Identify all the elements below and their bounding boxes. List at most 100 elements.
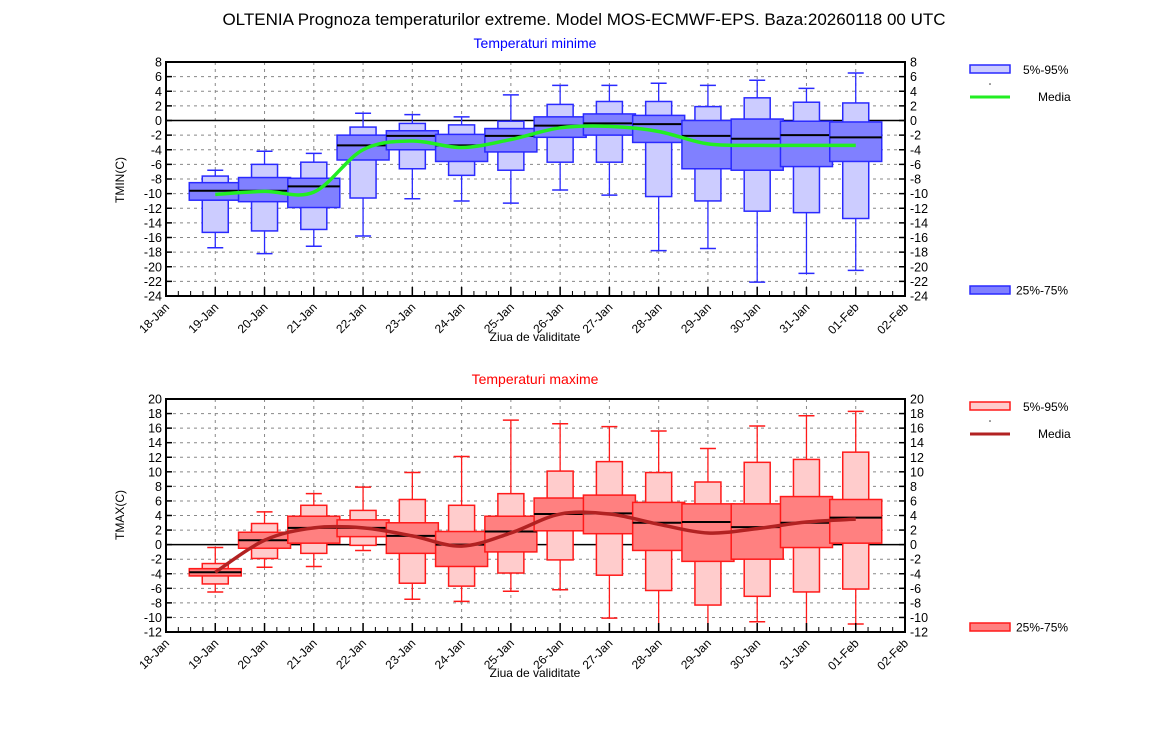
y-tick-label-left: 0 xyxy=(155,114,162,128)
x-tick-label: 02-Feb xyxy=(874,300,911,337)
y-tick-label-left: 12 xyxy=(148,451,162,465)
y-tick-label-right: 6 xyxy=(910,494,917,508)
legend-label-inner: 25%-75% xyxy=(1016,284,1068,298)
box-27-Jan xyxy=(582,425,637,619)
legend-label-outer: 5%-95% xyxy=(1023,400,1069,414)
y-tick-label-right: 8 xyxy=(910,480,917,494)
x-tick-label: 24-Jan xyxy=(432,636,468,672)
y-tick-label-right: -2 xyxy=(910,129,921,143)
y-tick-label-left: 14 xyxy=(148,436,162,450)
x-tick-label: 19-Jan xyxy=(185,300,221,336)
y-tick-label-right: -6 xyxy=(910,158,921,172)
box-22-Jan xyxy=(336,112,390,237)
y-tick-label-left: 8 xyxy=(155,480,162,494)
y-tick-label-right: 4 xyxy=(910,85,917,99)
y-tick-label-right: -18 xyxy=(910,246,928,260)
y-tick-label-right: -10 xyxy=(910,187,928,201)
x-tick-label: 31-Jan xyxy=(777,636,813,672)
box-27-Jan xyxy=(582,84,637,196)
box-25-Jan xyxy=(484,94,538,204)
legend-label-inner: 25%-75% xyxy=(1016,621,1068,635)
box-23-Jan xyxy=(385,113,440,200)
panel-title: Temperaturi maxime xyxy=(472,371,599,387)
y-tick-label-right: 16 xyxy=(910,422,924,436)
box-23-Jan xyxy=(385,471,440,600)
legend-swatch-outer xyxy=(969,401,1011,411)
y-tick-label-left: -6 xyxy=(151,582,162,596)
x-tick-label: 18-Jan xyxy=(136,636,172,672)
x-tick-label: 30-Jan xyxy=(727,636,763,672)
legend-label-mean: Media xyxy=(1038,90,1071,104)
y-tick-label-left: 18 xyxy=(148,407,162,421)
box-26-Jan xyxy=(533,423,587,591)
y-tick-label-left: 0 xyxy=(155,538,162,552)
x-tick-label: 23-Jan xyxy=(383,636,419,672)
box-25-Jan xyxy=(484,419,538,592)
y-tick-label-left: -4 xyxy=(151,143,162,157)
y-tick-label-right: 20 xyxy=(910,393,924,407)
y-tick-label-left: 8 xyxy=(155,56,162,70)
x-tick-label: 02-Feb xyxy=(874,636,911,673)
x-tick-label: 01-Feb xyxy=(825,636,862,673)
y-tick-label-right: 0 xyxy=(910,114,917,128)
box-31-Jan xyxy=(779,87,834,275)
y-tick-label-left: -14 xyxy=(144,216,162,230)
x-tick-label: 27-Jan xyxy=(580,636,616,672)
box-21-Jan xyxy=(287,152,341,248)
legend: 5%-95% Media 25%-75% xyxy=(969,400,1071,635)
y-tick-label-right: -12 xyxy=(910,626,928,640)
box-22-Jan xyxy=(336,486,390,552)
x-tick-label: 20-Jan xyxy=(235,636,271,672)
y-tick-label-left: 10 xyxy=(148,465,162,479)
legend-swatch-inner xyxy=(969,285,1011,295)
y-tick-label-right: -4 xyxy=(910,567,921,581)
y-tick-label-left: 20 xyxy=(148,393,162,407)
box-20-Jan xyxy=(237,150,292,255)
y-tick-label-left: -10 xyxy=(144,611,162,625)
y-tick-label-right: -10 xyxy=(910,611,928,625)
y-tick-label-left: 2 xyxy=(155,99,162,113)
y-tick-label-left: 4 xyxy=(155,85,162,99)
x-tick-label: 27-Jan xyxy=(580,300,616,336)
panel-title: Temperaturi minime xyxy=(474,35,597,51)
y-axis-label: TMAX(C) xyxy=(113,490,127,540)
box-19-Jan xyxy=(188,169,243,249)
legend-swatch-outer xyxy=(969,64,1011,74)
x-tick-label: 20-Jan xyxy=(235,300,271,336)
y-tick-label-left: -2 xyxy=(151,553,162,567)
y-tick-label-right: 8 xyxy=(910,56,917,70)
y-tick-label-left: -2 xyxy=(151,129,162,143)
box-29-Jan xyxy=(681,447,735,632)
box-01-Feb xyxy=(828,72,883,272)
y-tick-label-right: 6 xyxy=(910,70,917,84)
y-tick-label-left: -22 xyxy=(144,275,162,289)
y-tick-label-left: -6 xyxy=(151,158,162,172)
x-tick-label: 29-Jan xyxy=(678,300,714,336)
y-tick-label-right: 2 xyxy=(910,524,917,538)
y-tick-label-right: 4 xyxy=(910,509,917,523)
figure-title: OLTENIA Prognoza temperaturilor extreme.… xyxy=(222,10,945,29)
y-tick-label-right: 14 xyxy=(910,436,924,450)
x-tick-label: 21-Jan xyxy=(284,300,320,336)
y-tick-label-left: -12 xyxy=(144,626,162,640)
x-tick-label: 21-Jan xyxy=(284,636,320,672)
y-tick-label-left: -20 xyxy=(144,260,162,274)
legend-dot xyxy=(989,83,991,85)
box-24-Jan xyxy=(434,116,489,202)
y-tick-label-right: -24 xyxy=(910,290,928,304)
box-p25-p75 xyxy=(336,134,390,161)
y-tick-label-right: -8 xyxy=(910,173,921,187)
legend: 5%-95% Media 25%-75% xyxy=(969,63,1071,298)
x-tick-label: 24-Jan xyxy=(432,300,468,336)
y-tick-label-left: -4 xyxy=(151,567,162,581)
legend-swatch-inner xyxy=(969,622,1011,632)
box-29-Jan xyxy=(681,84,735,250)
x-axis-label: Ziua de validitate xyxy=(490,666,581,680)
x-tick-label: 01-Feb xyxy=(825,300,862,337)
box-01-Feb xyxy=(828,410,883,625)
box-p25-p75 xyxy=(828,121,883,163)
y-tick-label-right: 0 xyxy=(910,538,917,552)
